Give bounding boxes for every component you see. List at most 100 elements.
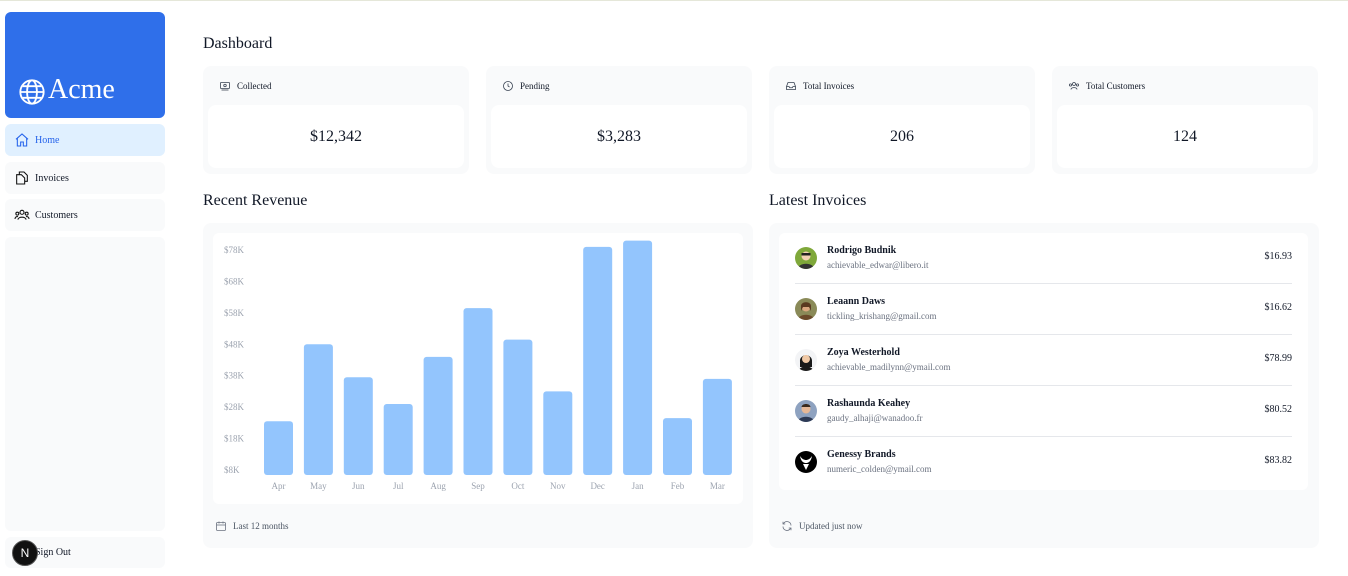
recent-revenue-title: Recent Revenue [203, 192, 308, 209]
revenue-chart-svg: $8K $18K $28K $38K $48K $58K $68K $78K Apr May Jun… [224, 240, 732, 491]
card-total-customers: Total Customers 124 [1052, 66, 1318, 174]
invoice-row[interactable]: Genessy Brands numeric_colden@ymail.com … [779, 437, 1308, 488]
invoice-row[interactable]: Leaann Daws tickling_krishang@gmail.com … [779, 284, 1308, 335]
bar-feb [663, 418, 692, 475]
x-tick-label: Sep [471, 481, 485, 491]
row-divider [795, 283, 1292, 284]
card-value: $3,283 [491, 105, 747, 168]
banknotes-icon [220, 82, 230, 91]
x-tick-label: Jan [632, 481, 644, 491]
bar-sep [463, 308, 493, 475]
y-tick-label: $38K [224, 371, 245, 381]
dev-badge[interactable]: N [12, 540, 38, 566]
y-tick-label: $78K [224, 245, 245, 255]
revenue-footer-label: Last 12 months [233, 521, 289, 531]
bar-mar [702, 378, 732, 475]
customer-name: Genessy Brands [827, 449, 896, 460]
avatar [795, 247, 817, 269]
logo[interactable]: Acme [5, 12, 165, 118]
customer-email: achievable_edwar@libero.it [827, 260, 929, 270]
customer-name: Rodrigo Budnik [827, 245, 897, 256]
invoice-row[interactable]: Rodrigo Budnik achievable_edwar@libero.i… [779, 233, 1308, 284]
revenue-chart: $8K $18K $28K $38K $48K $58K $68K $78K Apr May Jun… [213, 233, 743, 504]
x-tick-label: Apr [272, 481, 286, 491]
card-value: $12,342 [208, 105, 464, 168]
revenue-footer: Last 12 months [215, 520, 289, 532]
page-title: Dashboard [203, 35, 273, 52]
row-divider [795, 436, 1292, 437]
bar-aug [423, 356, 453, 475]
card-value: 206 [774, 105, 1030, 168]
invoice-amount: $16.62 [1264, 302, 1293, 313]
x-tick-label: Mar [710, 481, 725, 491]
row-divider [795, 385, 1292, 386]
invoice-list: Rodrigo Budnik achievable_edwar@libero.i… [779, 233, 1308, 490]
latest-invoices-title: Latest Invoices [769, 192, 867, 209]
y-tick-label: $8K [224, 465, 240, 475]
customer-name: Rashaunda Keahey [827, 398, 911, 409]
row-divider [795, 334, 1292, 335]
user-group-icon [14, 209, 30, 220]
sidebar-item-invoices[interactable]: Invoices [5, 162, 165, 194]
x-tick-label: Feb [671, 481, 685, 491]
sidebar-item-label: Home [35, 134, 60, 146]
y-tick-label: $18K [224, 434, 245, 444]
x-tick-label: Dec [590, 481, 605, 491]
customer-email: numeric_colden@ymail.com [827, 464, 932, 474]
invoices-panel: Rodrigo Budnik achievable_edwar@libero.i… [769, 223, 1319, 548]
bar-dec [583, 246, 613, 475]
revenue-panel: $8K $18K $28K $38K $48K $58K $68K $78K Apr May Jun… [203, 223, 753, 548]
avatar [795, 451, 817, 473]
user-group-icon [1068, 82, 1079, 90]
invoice-amount: $78.99 [1264, 353, 1293, 364]
refresh-icon[interactable] [781, 520, 793, 532]
bar-apr [264, 421, 293, 475]
avatar [795, 349, 817, 371]
x-tick-label: May [310, 481, 327, 491]
invoice-amount: $83.82 [1264, 455, 1293, 466]
card-collected: Collected $12,342 [203, 66, 469, 174]
bar-jun [343, 377, 373, 475]
customer-email: gaudy_alhaji@wanadoo.fr [827, 413, 923, 423]
customer-name: Leaann Daws [827, 296, 886, 307]
invoices-footer: Updated just now [781, 520, 863, 532]
bar-oct [503, 339, 533, 475]
x-tick-label: Aug [430, 481, 446, 491]
card-label: Collected [237, 81, 272, 91]
y-tick-label: $48K [224, 339, 245, 349]
y-tick-label: $28K [224, 402, 245, 412]
clock-icon [503, 81, 513, 91]
inbox-icon [786, 82, 796, 90]
home-icon [15, 133, 29, 147]
avatar [795, 298, 817, 320]
y-tick-label: $68K [224, 276, 245, 286]
sidebar-spacer [5, 237, 165, 531]
invoice-row[interactable]: Rashaunda Keahey gaudy_alhaji@wanadoo.fr… [779, 386, 1308, 437]
card-label: Pending [520, 81, 550, 91]
brand-name: Acme [48, 74, 115, 105]
bar-jan [623, 240, 653, 475]
sidebar-item-home[interactable]: Home [5, 124, 165, 156]
bar-jul [383, 404, 413, 475]
sidebar-item-customers[interactable]: Customers [5, 199, 165, 231]
calendar-icon [216, 521, 226, 531]
x-tick-label: Nov [550, 481, 566, 491]
invoice-amount: $16.93 [1264, 251, 1293, 262]
invoices-footer-label: Updated just now [799, 521, 863, 531]
customer-email: tickling_krishang@gmail.com [827, 311, 937, 321]
sign-out-label: Sign Out [35, 547, 71, 558]
invoice-amount: $80.52 [1264, 404, 1293, 415]
invoice-row[interactable]: Zoya Westerhold achievable_madilynn@ymai… [779, 335, 1308, 386]
globe-icon [19, 79, 45, 105]
x-tick-label: Jul [393, 481, 404, 491]
card-pending: Pending $3,283 [486, 66, 752, 174]
top-border [0, 0, 1348, 1]
card-label: Total Customers [1086, 81, 1146, 91]
bar-may [303, 344, 333, 475]
card-total-invoices: Total Invoices 206 [769, 66, 1035, 174]
x-tick-label: Oct [511, 481, 524, 491]
x-tick-label: Jun [352, 481, 365, 491]
card-label: Total Invoices [803, 81, 855, 91]
customer-email: achievable_madilynn@ymail.com [827, 362, 951, 372]
sidebar-item-label: Invoices [35, 172, 69, 184]
